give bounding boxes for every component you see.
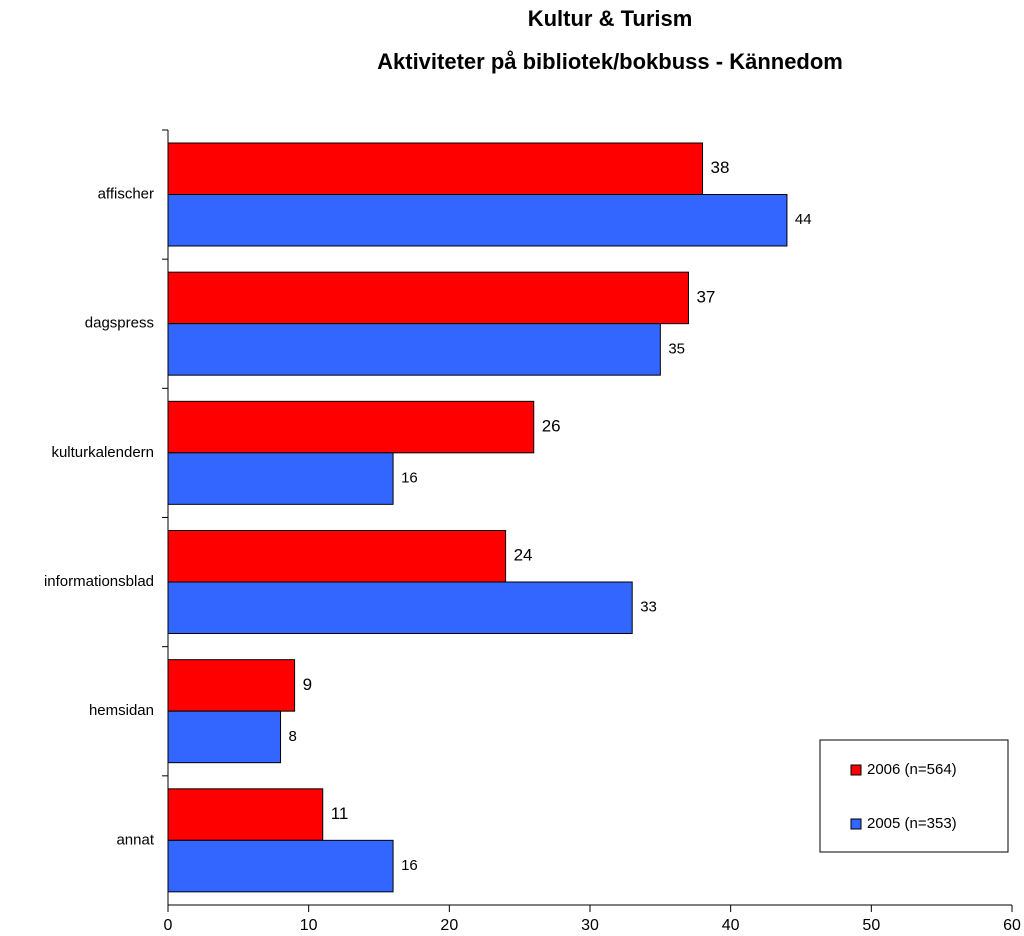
- bar: [167, 271, 689, 325]
- legend-swatch: [850, 764, 862, 776]
- bar: [167, 710, 282, 764]
- bar: [167, 142, 704, 195]
- legend-swatch: [850, 818, 862, 830]
- x-tick-label: 20: [440, 917, 458, 934]
- bar: [167, 581, 633, 634]
- chart-subtitle: Aktiviteter på bibliotek/bokbuss - Känne…: [377, 49, 843, 74]
- y-tick-label: annat: [116, 831, 154, 848]
- y-tick-label: hemsidan: [89, 702, 154, 719]
- legend-label: 2006 (n=564): [867, 761, 957, 778]
- data-label: 24: [514, 546, 533, 565]
- bar: [167, 194, 788, 247]
- data-label: 11: [331, 804, 349, 823]
- data-label: 35: [668, 340, 685, 357]
- data-label: 33: [640, 599, 657, 616]
- legend-box: [819, 739, 1009, 853]
- y-tick-label: kulturkalendern: [51, 444, 154, 461]
- x-tick-label: 50: [862, 917, 880, 934]
- data-label: 16: [401, 470, 418, 487]
- bar: [167, 530, 507, 583]
- bar: [167, 659, 296, 712]
- data-label: 26: [542, 417, 561, 436]
- data-label: 44: [795, 211, 812, 228]
- x-tick-label: 0: [164, 917, 173, 934]
- x-tick-label: 10: [300, 917, 318, 934]
- y-tick-label: informationsblad: [44, 573, 154, 590]
- x-tick-label: 60: [1003, 917, 1021, 934]
- bar: [167, 400, 535, 454]
- x-tick-label: 30: [581, 917, 599, 934]
- y-tick-label: dagspress: [85, 315, 154, 332]
- data-label: 37: [696, 287, 715, 306]
- data-label: 38: [711, 158, 730, 177]
- y-tick-label: affischer: [98, 185, 154, 202]
- data-label: 8: [289, 728, 297, 745]
- data-label: 9: [303, 675, 312, 694]
- legend-label: 2005 (n=353): [867, 815, 957, 832]
- chart-title: Kultur & Turism: [528, 6, 693, 31]
- bar: [167, 323, 661, 376]
- bar: [167, 788, 324, 841]
- bar: [167, 839, 394, 893]
- bar: [167, 452, 394, 505]
- x-tick-label: 40: [722, 917, 740, 934]
- data-label: 16: [401, 857, 418, 874]
